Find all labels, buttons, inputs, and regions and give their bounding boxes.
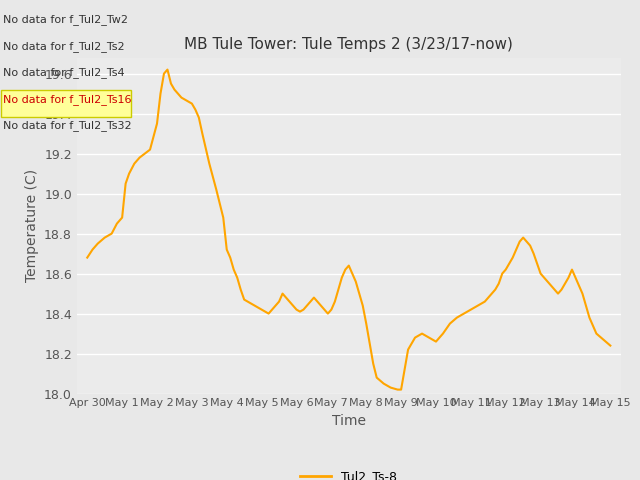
Title: MB Tule Tower: Tule Temps 2 (3/23/17-now): MB Tule Tower: Tule Temps 2 (3/23/17-now… — [184, 37, 513, 52]
Text: No data for f_Tul2_Ts2: No data for f_Tul2_Ts2 — [3, 41, 125, 52]
Text: No data for f_Tul2_Ts4: No data for f_Tul2_Ts4 — [3, 67, 125, 78]
Legend: Tul2_Ts-8: Tul2_Ts-8 — [295, 465, 403, 480]
X-axis label: Time: Time — [332, 414, 366, 428]
Y-axis label: Temperature (C): Temperature (C) — [24, 169, 38, 282]
Text: No data for f_Tul2_Tw2: No data for f_Tul2_Tw2 — [3, 14, 128, 25]
Text: No data for f_Tul2_Ts32: No data for f_Tul2_Ts32 — [3, 120, 132, 131]
Text: No data for f_Tul2_Ts16: No data for f_Tul2_Ts16 — [3, 94, 132, 105]
